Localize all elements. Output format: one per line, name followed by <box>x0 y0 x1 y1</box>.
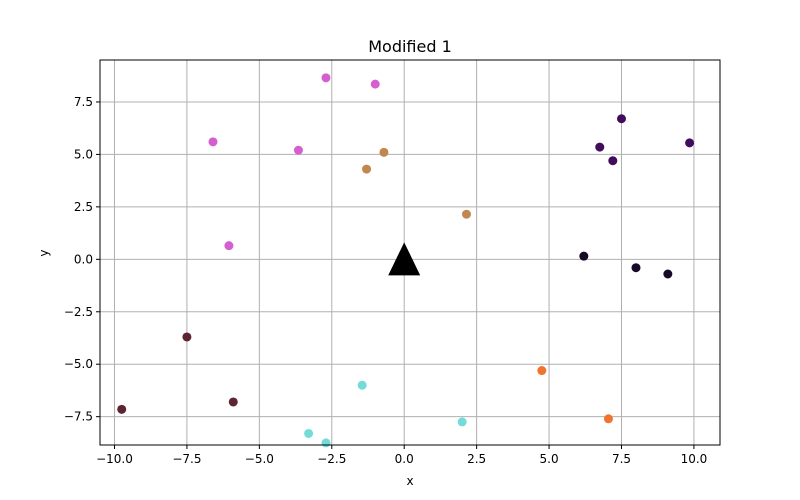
data-point <box>461 209 471 219</box>
data-point <box>224 241 234 251</box>
y-tick-label: 0.0 <box>74 252 93 266</box>
data-point <box>579 251 589 261</box>
x-tick-label: −7.5 <box>172 452 201 466</box>
x-tick-label: 0.0 <box>395 452 414 466</box>
data-point <box>182 332 192 342</box>
y-tick-label: −2.5 <box>64 305 93 319</box>
data-point <box>370 79 380 89</box>
data-point <box>631 263 641 273</box>
x-axis-label: x <box>406 474 413 488</box>
data-point <box>603 414 613 424</box>
data-point <box>685 138 695 148</box>
origin-triangle-marker <box>388 242 421 276</box>
data-point <box>379 147 389 157</box>
chart-title: Modified 1 <box>368 37 452 56</box>
data-point <box>228 397 238 407</box>
x-tick-label: −5.0 <box>245 452 274 466</box>
x-tick-label: 10.0 <box>681 452 708 466</box>
data-point <box>304 428 314 438</box>
y-tick-label: 5.0 <box>74 147 93 161</box>
x-axis-ticks: −10.0 −7.5 −5.0 −2.5 0.0 2.5 5.0 7.5 10.0 <box>96 445 707 466</box>
plot-frame <box>99 59 721 446</box>
data-point <box>663 269 673 279</box>
data-point <box>616 114 626 124</box>
origin-marker-layer <box>388 242 421 276</box>
data-point <box>117 404 127 414</box>
data-point <box>357 380 367 390</box>
y-tick-label: −5.0 <box>64 357 93 371</box>
data-points <box>117 73 695 448</box>
y-axis-label: y <box>37 249 51 256</box>
data-point <box>537 366 547 376</box>
data-point <box>362 164 372 174</box>
x-tick-label: 2.5 <box>467 452 486 466</box>
data-point <box>321 73 331 83</box>
data-point <box>293 145 303 155</box>
x-tick-label: 7.5 <box>612 452 631 466</box>
y-tick-label: −7.5 <box>64 410 93 424</box>
y-axis-ticks: −7.5 −5.0 −2.5 0.0 2.5 5.0 7.5 <box>64 95 100 424</box>
data-point <box>321 438 331 448</box>
data-point <box>608 156 618 166</box>
x-tick-label: −2.5 <box>317 452 346 466</box>
data-point <box>457 417 467 427</box>
y-tick-label: 7.5 <box>74 95 93 109</box>
x-tick-label: −10.0 <box>96 452 133 466</box>
y-tick-label: 2.5 <box>74 200 93 214</box>
data-point <box>595 142 605 152</box>
data-point <box>208 137 218 147</box>
x-tick-label: 5.0 <box>540 452 559 466</box>
